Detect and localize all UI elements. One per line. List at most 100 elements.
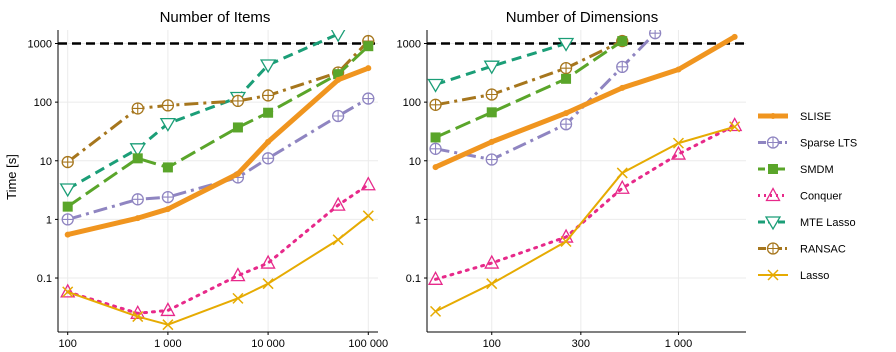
data-point-slise (675, 66, 682, 73)
data-point-conquer (670, 145, 687, 160)
data-point-lasso (132, 311, 144, 323)
y-axis-title: Time [s] (4, 154, 19, 200)
data-point-smdm (263, 107, 274, 118)
legend-label: SLISE (800, 111, 831, 123)
series-line-sparse-lts (67, 97, 370, 221)
data-point-conquer (260, 254, 276, 269)
data-point-mte-lasso (259, 59, 277, 74)
series-line-mte-lasso (66, 32, 339, 191)
legend-label: MTE Lasso (800, 217, 856, 229)
series-lasso (62, 210, 374, 331)
data-point-ransac (261, 89, 275, 102)
data-point-conquer (230, 267, 246, 282)
data-point-lasso (232, 292, 244, 304)
data-point-slise (619, 84, 626, 91)
x-tick-label: 100 000 (348, 338, 388, 350)
series-line-slise (67, 65, 370, 238)
series-line-ransac (435, 39, 623, 107)
legend-label: Conquer (800, 191, 843, 203)
y-tick-label: 0.1 (37, 273, 52, 285)
series-line-lasso (67, 215, 369, 326)
data-point-ransac (61, 155, 74, 169)
data-point-lasso (486, 278, 498, 290)
legend-marker (770, 113, 776, 119)
data-point-sparse-lts (331, 109, 345, 123)
data-point-slise (365, 65, 372, 72)
series-lasso (430, 121, 741, 317)
data-point-sparse-lts (61, 213, 74, 226)
legend-item-lasso: Lasso (758, 269, 829, 282)
x-tick-label: 1 000 (154, 338, 182, 350)
series-conquer (60, 176, 376, 319)
series-slise (432, 33, 738, 171)
data-point-slise (563, 110, 570, 117)
data-point-ransac (161, 99, 175, 112)
data-point-lasso (616, 167, 628, 179)
panel-dimensions: Number of Dimensions 0.1 1 10 100 1000 100 300… (397, 9, 746, 350)
series-slise (64, 65, 372, 238)
data-point-ransac (231, 94, 245, 108)
data-point-conquer (60, 283, 76, 298)
data-point-sparse-lts (261, 152, 275, 165)
series-ransac (429, 34, 629, 111)
series-smdm (62, 41, 374, 212)
legend: SLISE Sparse LTS SMDM Conquer MTE Lasso RANSA… (758, 111, 857, 282)
x-tick-label: 10 000 (251, 338, 285, 350)
data-point-slise (134, 215, 141, 222)
data-point-smdm (232, 122, 243, 133)
data-point-conquer (427, 270, 444, 285)
plot-area (58, 30, 378, 331)
data-point-conquer (484, 254, 500, 269)
legend-label: SMDM (800, 164, 834, 176)
data-point-ransac (485, 88, 498, 101)
data-point-ransac (559, 61, 573, 75)
series-line-conquer (434, 123, 737, 281)
legend-label: RANSAC (800, 244, 846, 256)
data-point-sparse-lts (362, 92, 375, 105)
data-point-smdm (486, 107, 497, 118)
series-line-lasso (435, 125, 735, 313)
data-point-smdm (333, 69, 344, 80)
data-point-smdm (132, 153, 143, 164)
legend-marker (764, 216, 782, 231)
series-line-conquer (66, 183, 370, 315)
legend-item-mte-lasso: MTE Lasso (758, 216, 856, 231)
legend-marker (765, 187, 781, 202)
legend-label: Lasso (800, 270, 829, 282)
y-tick-label: 1 (46, 214, 52, 226)
x-tick-label: 100 (59, 338, 77, 350)
data-point-slise (432, 164, 439, 171)
series-line-mte-lasso (435, 42, 567, 86)
series-mte-lasso (59, 30, 346, 198)
y-tick-label: 1 (415, 214, 421, 226)
data-point-conquer (614, 179, 630, 194)
data-point-mte-lasso (129, 143, 146, 158)
y-tick-label: 10 (409, 156, 421, 168)
data-point-conquer (160, 302, 176, 317)
panel-title: Number of Items (160, 9, 271, 26)
data-point-smdm (162, 162, 173, 173)
data-point-lasso (729, 121, 741, 133)
data-point-smdm (363, 41, 374, 52)
data-point-slise (234, 170, 241, 177)
data-point-smdm (617, 36, 628, 47)
series-line-smdm (434, 39, 624, 139)
data-point-sparse-lts (161, 190, 175, 204)
series-line-slise (434, 34, 736, 170)
data-point-conquer (360, 176, 376, 191)
legend-item-ransac: RANSAC (758, 242, 846, 256)
y-tick-label: 100 (403, 97, 421, 109)
x-tick-label: 300 (572, 338, 590, 350)
data-point-lasso (62, 286, 74, 298)
data-point-slise (731, 33, 738, 40)
legend-item-sparse-lts: Sparse LTS (758, 136, 857, 150)
legend-marker (766, 136, 780, 149)
y-tick-label: 0.1 (406, 273, 421, 285)
data-point-mte-lasso (427, 78, 444, 93)
plot-area (427, 30, 746, 317)
y-tick-label: 1000 (28, 39, 52, 51)
series-line-ransac (66, 40, 370, 164)
data-point-slise (335, 76, 342, 83)
y-tick-label: 10 (40, 156, 52, 168)
